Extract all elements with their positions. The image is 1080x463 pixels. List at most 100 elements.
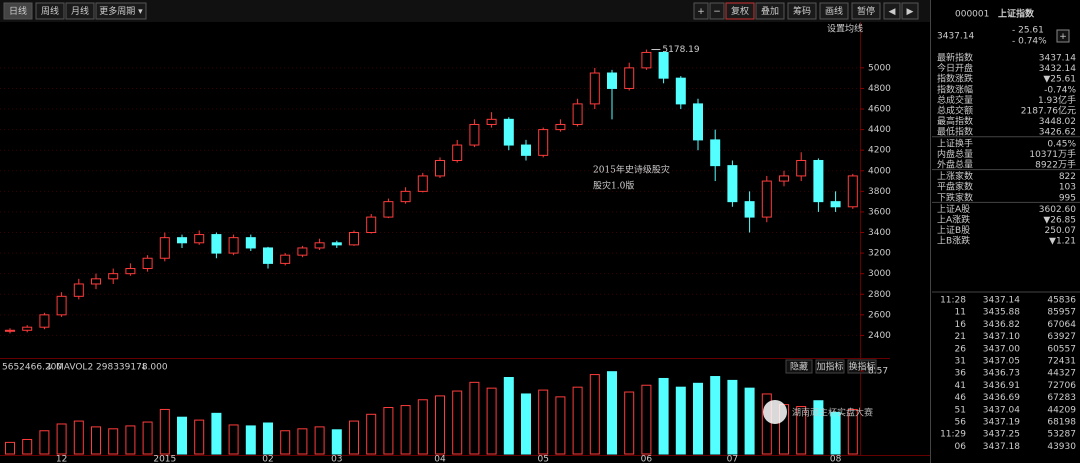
tool-button-label[interactable]: 筹码: [793, 5, 811, 17]
y-tick-label: 2800: [868, 290, 891, 300]
period-button[interactable]: [65, 2, 95, 20]
tool-button[interactable]: [755, 2, 785, 20]
candle-body: [108, 273, 119, 280]
tick-price: 3436.82: [983, 320, 1020, 330]
indicator-button[interactable]: [785, 359, 813, 374]
indicator-button-label[interactable]: 换指标: [848, 361, 875, 373]
tool-button[interactable]: [693, 2, 709, 20]
watermark-icon: [763, 400, 787, 424]
row-label: 上证换手: [937, 137, 973, 149]
row-label: 下跌家数: [937, 191, 973, 203]
row-label: 最新指数: [937, 52, 973, 64]
volume-bar: [297, 428, 308, 455]
row-label: 指数涨跌: [937, 73, 973, 85]
tool-button[interactable]: [709, 2, 725, 20]
volume-bar: [22, 438, 33, 455]
volume-bar: [91, 426, 101, 455]
candle-body: [5, 329, 15, 332]
indicator-button-label[interactable]: 加指标: [816, 361, 843, 373]
candle-body: [486, 118, 497, 125]
x-tick-label: 03: [331, 455, 342, 463]
tool-button[interactable]: [787, 2, 817, 20]
indicator-button[interactable]: [847, 359, 877, 374]
row-label: 内盘总量: [937, 148, 973, 160]
tick-time: 11:28: [940, 296, 966, 306]
row-value: 2187.76亿元: [1021, 105, 1076, 117]
row-label: 外盘总量: [937, 159, 973, 171]
row-value: 0.45%: [1047, 139, 1076, 149]
candle-body: [194, 234, 205, 244]
tool-button-label[interactable]: 叠加: [761, 6, 779, 17]
x-tick-label: 05: [537, 455, 548, 463]
volume-bar: [658, 377, 669, 455]
volume-bar: [710, 376, 721, 455]
tick-price: 3437.18: [983, 442, 1020, 452]
candle-body: [813, 159, 824, 203]
candle-body: [744, 201, 755, 218]
indicator-button[interactable]: [815, 359, 845, 374]
tool-button-label[interactable]: −: [713, 7, 721, 17]
volume-bar: [555, 396, 566, 455]
y-tick-label: 3800: [868, 187, 891, 197]
tool-button[interactable]: [883, 2, 901, 20]
candle-body: [159, 237, 170, 259]
tick-price: 3437.19: [983, 418, 1020, 428]
add-button-label[interactable]: +: [1059, 32, 1067, 42]
volume-bar: [521, 393, 531, 455]
tool-button[interactable]: [819, 2, 849, 20]
period-button-label[interactable]: 月线: [71, 5, 89, 17]
ma-setting[interactable]: 设置均线: [827, 23, 863, 35]
candle-body: [211, 234, 222, 254]
candle-body: [228, 237, 239, 254]
candle-body: [761, 180, 772, 218]
stock-code: 000001: [955, 10, 989, 20]
volume-bar: [400, 405, 411, 455]
volume-bar: [108, 428, 119, 455]
row-value: 8922万手: [1035, 159, 1076, 171]
tool-button-label[interactable]: ▶: [907, 7, 914, 17]
tool-button[interactable]: [851, 2, 881, 20]
candle-body: [572, 103, 583, 125]
candle-body: [503, 118, 514, 146]
candle-body: [245, 237, 256, 249]
period-button-label[interactable]: 更多周期 ▾: [99, 5, 143, 17]
tick-volume: 63927: [1047, 332, 1076, 342]
y-tick-label: 5000: [868, 63, 891, 73]
candle-body: [847, 175, 858, 208]
period-button[interactable]: [3, 2, 33, 20]
row-label: 总成交额: [937, 105, 973, 117]
tool-button-label[interactable]: 暂停: [857, 5, 875, 17]
period-button[interactable]: [35, 2, 65, 20]
tool-button[interactable]: [901, 2, 919, 20]
tool-button-label[interactable]: 复权: [731, 5, 749, 17]
tick-time: 46: [955, 393, 967, 403]
tool-button-label[interactable]: ◀: [889, 7, 896, 17]
row-value: 3437.14: [1039, 54, 1076, 64]
tool-button-label[interactable]: +: [697, 7, 705, 17]
period-button-label[interactable]: 日线: [9, 5, 27, 17]
candle-body: [297, 247, 308, 256]
candle-body: [538, 129, 549, 156]
tool-button-label[interactable]: 画线: [825, 5, 843, 17]
volume-bar: [194, 419, 205, 455]
period-button[interactable]: [95, 2, 147, 20]
row-value: ▼26.85: [1043, 216, 1076, 226]
row-label: 指数涨幅: [937, 83, 973, 95]
y-tick-label: 4600: [868, 105, 891, 115]
candle-body: [417, 175, 428, 192]
stock-pct: - 0.74%: [1012, 37, 1047, 47]
add-button[interactable]: [1056, 29, 1070, 43]
volume-bar: [280, 430, 291, 455]
y-tick-label: 4400: [868, 125, 891, 135]
tick-time: 51: [955, 405, 966, 415]
volume-bar: [572, 386, 583, 455]
row-label: 今日开盘: [937, 62, 973, 74]
volume-header: 5652466.200: [2, 363, 62, 373]
volume-bar: [693, 382, 703, 455]
volume-bar: [641, 384, 652, 455]
tool-button[interactable]: [725, 2, 755, 20]
indicator-button-label[interactable]: 隐藏: [790, 361, 808, 373]
period-button-label[interactable]: 周线: [41, 5, 59, 17]
row-value: 822: [1059, 172, 1076, 182]
